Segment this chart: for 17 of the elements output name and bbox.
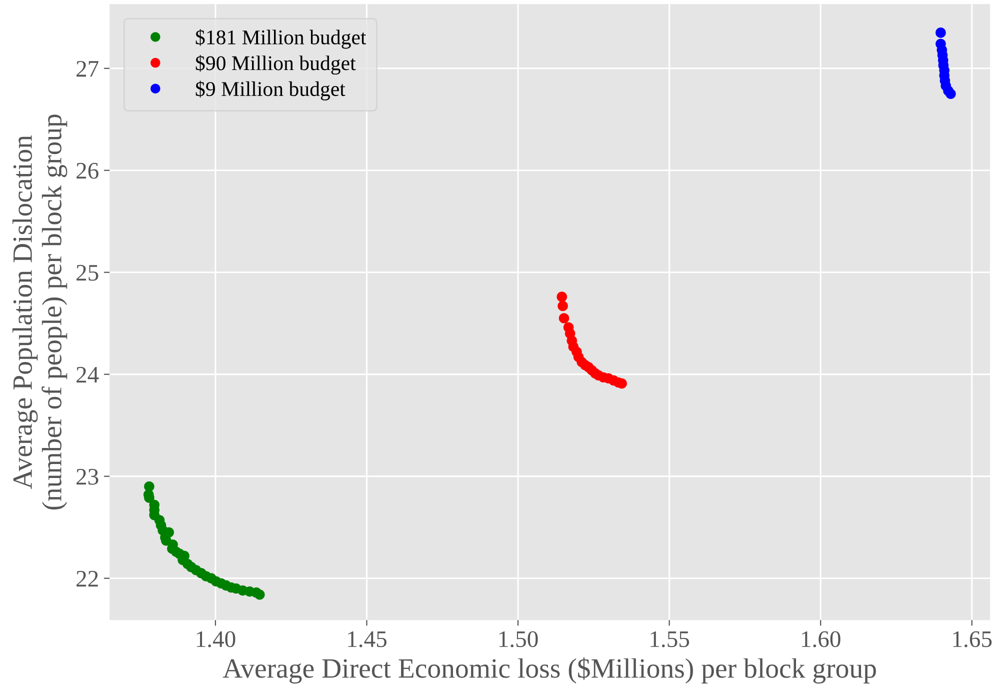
y-tick-label: 22 (76, 570, 98, 586)
y-tick-label: 25 (76, 264, 98, 281)
y-tick-label: 23 (76, 468, 98, 485)
y-axis-title: Average Population Dislocation (number of people) per block group (12, 114, 68, 510)
y-tick-label: 24 (76, 366, 99, 383)
y-tick-label: 26 (76, 162, 98, 179)
x-tick-label: 1.65 (953, 631, 992, 648)
x-tick-label: 1.45 (348, 631, 386, 648)
x-axis-title: Average Direct Economic loss ($Millions) per block group (222, 657, 876, 684)
legend-label: $181 Million budget (196, 29, 366, 49)
x-tick-label: 1.40 (196, 631, 236, 648)
x-tick-label: 1.50 (499, 631, 538, 648)
legend-label: $90 Million budget (196, 54, 356, 75)
legend-label: $9 Million budget (196, 80, 346, 100)
x-tick-label: 1.55 (650, 631, 690, 648)
y-tick-label: 27 (76, 60, 98, 77)
x-tick-label: 1.60 (802, 631, 840, 648)
